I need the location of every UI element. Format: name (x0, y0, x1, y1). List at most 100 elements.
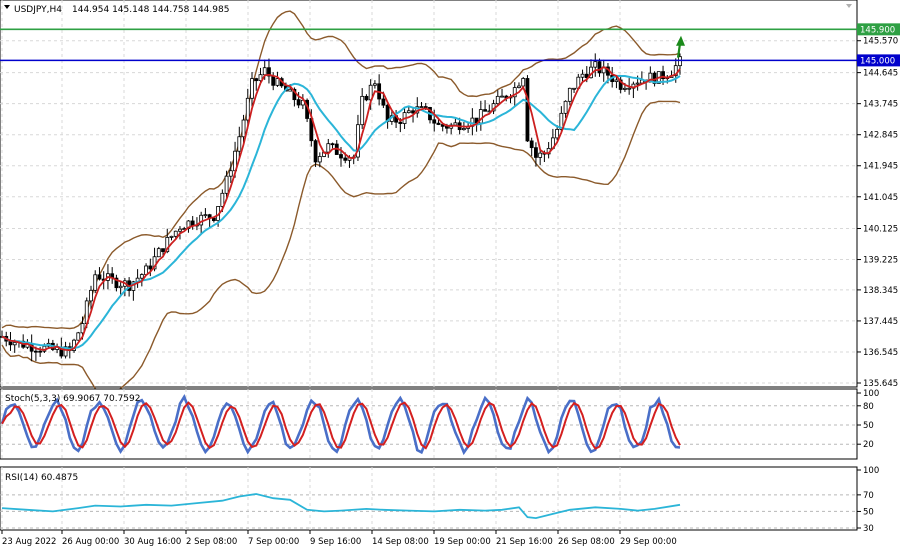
time-tick-label: 26 Aug 00:00 (62, 537, 119, 547)
candle-body (169, 235, 174, 238)
rsi-panel: 100 70 50 30 RSI(14) 60.4875 (0, 466, 879, 534)
moving-averages (1, 66, 681, 352)
ohlc-readout: 144.954 145.148 144.758 144.985 (72, 5, 229, 15)
time-tick-label: 2 Sep 08:00 (186, 537, 237, 547)
price-panel-frame (0, 0, 858, 388)
candle-body (372, 83, 377, 86)
rsi-panel-frame (0, 466, 858, 531)
candle-body (241, 119, 246, 138)
price-tick-label: 142.845 (863, 131, 898, 141)
indicator-tick-label: 100 (863, 389, 879, 399)
candle-body (673, 65, 678, 77)
time-tick-label: 26 Sep 08:00 (558, 537, 615, 547)
candle-body (419, 106, 424, 108)
candle-body (360, 95, 365, 126)
price-tick-label: 139.225 (863, 256, 898, 266)
candle-body (211, 217, 216, 222)
candle-body (432, 119, 437, 124)
candle-body (220, 192, 225, 207)
chart-header: USDJPY,H4 144.954 145.148 144.758 144.98… (4, 5, 229, 15)
time-tick-label: 23 Aug 2022 (2, 537, 56, 547)
candle-body (250, 78, 254, 99)
candle-body (364, 95, 369, 101)
candle-body (580, 73, 585, 78)
scroll-indicator-icon[interactable] (846, 4, 852, 8)
candle-body (313, 140, 318, 163)
candle-body (190, 220, 195, 226)
price-panel: 145.900 145.000 145.570 144.645 143.745 142.… (0, 0, 900, 396)
candle-body (89, 289, 93, 302)
candle-body (224, 175, 229, 194)
candle-body (593, 61, 598, 68)
candle-body (237, 136, 242, 152)
breakout-arrow-icon (676, 35, 685, 58)
candle-body (199, 214, 204, 226)
indicator-tick-label: 50 (863, 507, 874, 517)
candle-body (271, 75, 276, 86)
price-axis: 145.570 144.645 143.745 142.845 141.945 141.0… (857, 37, 898, 389)
indicator-tick-label: 50 (863, 421, 874, 431)
time-axis: 23 Aug 2022 26 Aug 00:00 30 Aug 16:00 2 Sep… (1, 530, 677, 547)
indicator-tick-label: 20 (863, 440, 874, 450)
indicator-tick-label: 70 (863, 491, 874, 501)
candle-body (635, 82, 640, 85)
candle-body (38, 350, 43, 353)
candle-body (178, 228, 182, 232)
candle-body (173, 230, 178, 237)
time-tick-label: 19 Sep 00:00 (434, 537, 491, 547)
indicator-tick-label: 30 (863, 524, 874, 534)
candle-body (381, 98, 386, 106)
candle-body (521, 78, 526, 87)
candle-body (228, 170, 233, 177)
candle-body (597, 61, 602, 74)
level-price-tag (857, 23, 900, 36)
arrow-shaft (676, 43, 682, 58)
rsi-axis: 100 70 50 30 (857, 466, 879, 534)
candle-body (330, 143, 335, 146)
candle-body (97, 274, 102, 280)
stochastic-main-line (0, 394, 681, 456)
level-price-label: 145.900 (860, 25, 895, 35)
candle-body (76, 332, 81, 341)
candle-body (436, 122, 441, 125)
price-tick-label: 141.945 (863, 162, 898, 172)
arrow-head (676, 35, 685, 46)
rsi-line (1, 493, 681, 520)
candle-body (445, 125, 449, 129)
level-price-tag (857, 54, 900, 67)
price-tick-label: 145.570 (863, 37, 898, 47)
indicator-tick-label: 100 (863, 466, 879, 476)
stochastic-axis: 100 80 50 20 (857, 389, 879, 450)
time-tick-label: 7 Sep 00:00 (248, 537, 299, 547)
symbol-dropdown-icon[interactable] (4, 5, 10, 9)
candle-body (423, 106, 428, 108)
time-tick-label: 29 Sep 00:00 (620, 537, 677, 547)
candle-body (661, 71, 665, 80)
candle-body (156, 248, 161, 258)
candle-body (165, 237, 170, 253)
price-tick-label: 141.045 (863, 193, 898, 203)
candle-body (118, 285, 123, 289)
candle-body (500, 95, 504, 98)
candle-body (254, 78, 259, 82)
price-tick-label: 138.345 (863, 286, 898, 296)
candle-body (262, 67, 267, 76)
candle-body (139, 274, 144, 279)
candle-body (623, 87, 627, 90)
candle-body (339, 154, 343, 159)
time-tick-label: 30 Aug 16:00 (124, 537, 181, 547)
candle-body (559, 112, 564, 130)
candle-body (326, 143, 331, 153)
candle-body (398, 121, 403, 124)
candle-body (411, 110, 415, 114)
price-tick-label: 135.645 (863, 379, 898, 389)
candle-body (512, 87, 517, 98)
symbol-label: USDJPY,H4 (14, 5, 62, 15)
candle-body (563, 100, 568, 114)
candle-body (258, 74, 263, 82)
candle-body (296, 99, 301, 106)
price-tick-label: 144.645 (863, 69, 898, 79)
stochastic-panel: 100 80 50 20 Stoch(5,3,3) 69.9067 70.7592 (0, 388, 879, 460)
candle-body (572, 87, 576, 90)
